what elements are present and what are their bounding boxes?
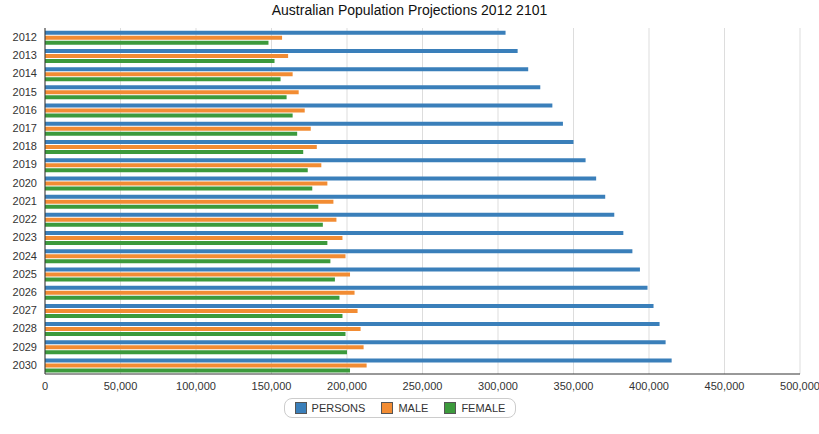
svg-text:2018: 2018 xyxy=(13,140,37,152)
svg-text:2024: 2024 xyxy=(13,250,37,262)
svg-text:0: 0 xyxy=(42,380,48,392)
svg-text:2025: 2025 xyxy=(13,268,37,280)
svg-text:100,000: 100,000 xyxy=(176,380,216,392)
svg-text:150,000: 150,000 xyxy=(252,380,292,392)
svg-text:2021: 2021 xyxy=(13,195,37,207)
svg-text:50,000: 50,000 xyxy=(104,380,138,392)
svg-text:2016: 2016 xyxy=(13,104,37,116)
svg-text:2029: 2029 xyxy=(13,341,37,353)
svg-text:2019: 2019 xyxy=(13,158,37,170)
html-text:Australian Population Projecti: Australian Population Projections 2012 2… xyxy=(271,2,548,18)
svg-text:2023: 2023 xyxy=(13,231,37,243)
svg-text:2026: 2026 xyxy=(13,286,37,298)
svg-text:2015: 2015 xyxy=(13,86,37,98)
html-text:MALE: MALE xyxy=(398,402,429,414)
svg-text:2030: 2030 xyxy=(13,359,37,371)
svg-text:450,000: 450,000 xyxy=(705,380,745,392)
svg-text:2027: 2027 xyxy=(13,304,37,316)
svg-text:2017: 2017 xyxy=(13,122,37,134)
html-text:FEMALE: FEMALE xyxy=(461,402,506,414)
svg-text:300,000: 300,000 xyxy=(478,380,518,392)
svg-text:2012: 2012 xyxy=(13,31,37,43)
svg-text:2013: 2013 xyxy=(13,49,37,61)
svg-text:2028: 2028 xyxy=(13,322,37,334)
svg-text:2020: 2020 xyxy=(13,177,37,189)
svg-text:250,000: 250,000 xyxy=(403,380,443,392)
svg-text:200,000: 200,000 xyxy=(327,380,367,392)
svg-text:400,000: 400,000 xyxy=(629,380,669,392)
html-text:PERSONS: PERSONS xyxy=(311,402,366,414)
svg-text:350,000: 350,000 xyxy=(554,380,594,392)
svg-text:2014: 2014 xyxy=(13,67,37,79)
svg-text:2022: 2022 xyxy=(13,213,37,225)
svg-text:500,000: 500,000 xyxy=(780,380,811,392)
